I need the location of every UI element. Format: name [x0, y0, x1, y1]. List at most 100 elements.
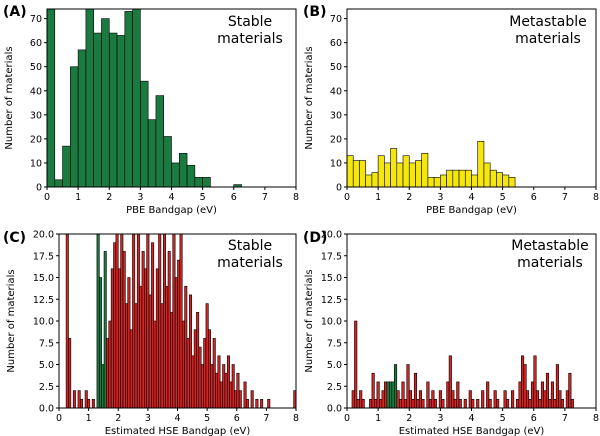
y-axis-label: Number of materials [304, 46, 315, 149]
x-tick-label: 2 [115, 413, 121, 424]
histogram-bar [196, 311, 200, 409]
histogram-bar [456, 381, 460, 409]
y-tick-label: 30 [30, 110, 42, 121]
histogram-bar [165, 285, 169, 409]
x-tick-label: 2 [406, 192, 412, 203]
histogram-bar [365, 174, 373, 188]
histogram-bar [101, 18, 110, 188]
panel-annotation: Stable [228, 238, 272, 254]
histogram-bar [511, 390, 515, 409]
histogram-bar [189, 294, 193, 409]
histogram-bar [46, 8, 56, 188]
panel-annotation: materials [515, 31, 581, 47]
y-tick-label: 0 [36, 183, 42, 194]
y-tick-label: 10.0 [33, 317, 54, 328]
panel-annotation: Metastable [509, 14, 587, 30]
histogram-bar [464, 169, 472, 188]
histogram-bar [146, 233, 150, 409]
histogram-bar [560, 398, 564, 409]
panel-annotation: Metastable [511, 238, 589, 254]
histogram-bar [260, 398, 264, 409]
x-tick-label: 0 [56, 413, 62, 424]
histogram-bar [354, 320, 358, 409]
histogram-bar [132, 233, 136, 409]
histogram-bar [471, 398, 475, 409]
histogram-bar [508, 177, 516, 188]
histogram-bar [440, 174, 447, 188]
histogram-bar [141, 251, 145, 409]
histogram-bar [101, 364, 105, 409]
x-tick-label: 5 [500, 192, 506, 203]
chart-panel-a: 0 1 2 3 4 5 6 7 8 0 10 20 30 40 50 60 70 PBE Bandgap (eV)… [3, 4, 299, 216]
x-axis-label: Estimated HSE Bandgap (eV) [399, 426, 545, 436]
histogram-bar [371, 172, 379, 188]
histogram-bar [124, 11, 133, 188]
histogram-bar [70, 66, 79, 188]
histogram-bar [421, 153, 429, 188]
x-tick-label: 5 [500, 413, 506, 424]
y-tick-label: 2.5 [327, 382, 342, 393]
panel-annotation: Stable [228, 14, 272, 30]
histogram-bar [543, 390, 547, 409]
chart-panel-b: 0 1 2 3 4 5 6 7 8 0 10 20 30 40 50 60 70 PBE Bandgap (eV)… [303, 4, 599, 216]
x-tick-label: 2 [106, 192, 112, 203]
histogram-bar [65, 233, 69, 409]
histogram-bar [394, 364, 398, 409]
x-tick-label: 8 [293, 413, 299, 424]
x-tick-label: 8 [593, 413, 599, 424]
histogram-bar [413, 372, 418, 409]
histogram-bar [496, 398, 500, 409]
histogram-bar [155, 268, 159, 409]
x-tick-label: 3 [437, 192, 443, 203]
histogram-bar [167, 251, 171, 409]
y-tick-label: 20 [30, 134, 42, 145]
histogram-bar [481, 390, 485, 409]
histogram-bar [85, 8, 94, 188]
x-tick-label: 4 [168, 192, 174, 203]
histogram-bar [555, 364, 559, 409]
y-tick-label: 0.0 [39, 404, 54, 415]
histogram-bar [147, 119, 157, 188]
x-tick-label: 5 [200, 192, 206, 203]
histogram-bar [518, 381, 522, 409]
histogram-bar [421, 398, 425, 409]
histogram-bar [151, 242, 155, 409]
x-tick-label: 4 [174, 413, 180, 424]
histogram-bar [496, 172, 503, 188]
histogram-bar [110, 268, 114, 409]
y-tick-label: 12.5 [321, 295, 342, 306]
histogram-bar [103, 251, 107, 409]
x-tick-label: 7 [262, 192, 268, 203]
histogram-bar [356, 398, 360, 409]
histogram-bar [222, 364, 226, 409]
y-tick-label: 0 [336, 183, 342, 194]
histogram-bar [72, 390, 76, 409]
histogram-bar [489, 169, 497, 188]
histogram-bar [250, 390, 254, 409]
histogram-bar [134, 303, 138, 409]
histogram-bar [550, 381, 554, 409]
histogram-bar [493, 390, 497, 409]
histogram-bar [558, 390, 562, 409]
histogram-bar [231, 364, 235, 409]
x-tick-label: 7 [562, 413, 568, 424]
histogram-bar [528, 398, 532, 409]
histogram-bar [255, 398, 259, 409]
histogram-bar [483, 162, 491, 188]
histogram-bar [162, 233, 166, 409]
histogram-bar [371, 372, 375, 409]
x-tick-label: 3 [437, 413, 443, 424]
histogram-bar [132, 8, 141, 188]
histogram-bar [267, 398, 271, 409]
panel-letter: (B) [303, 4, 326, 20]
histogram-bar [115, 233, 119, 409]
x-axis-label: Estimated HSE Bandgap (eV) [105, 426, 251, 436]
y-tick-label: 50 [30, 62, 42, 73]
histogram-bar [217, 355, 221, 409]
histogram-bar [538, 398, 542, 409]
x-tick-label: 1 [86, 413, 92, 424]
histogram-bar [553, 398, 557, 409]
histogram-bar [503, 390, 507, 409]
histogram-bar [160, 303, 164, 409]
histogram-bar [431, 390, 435, 409]
